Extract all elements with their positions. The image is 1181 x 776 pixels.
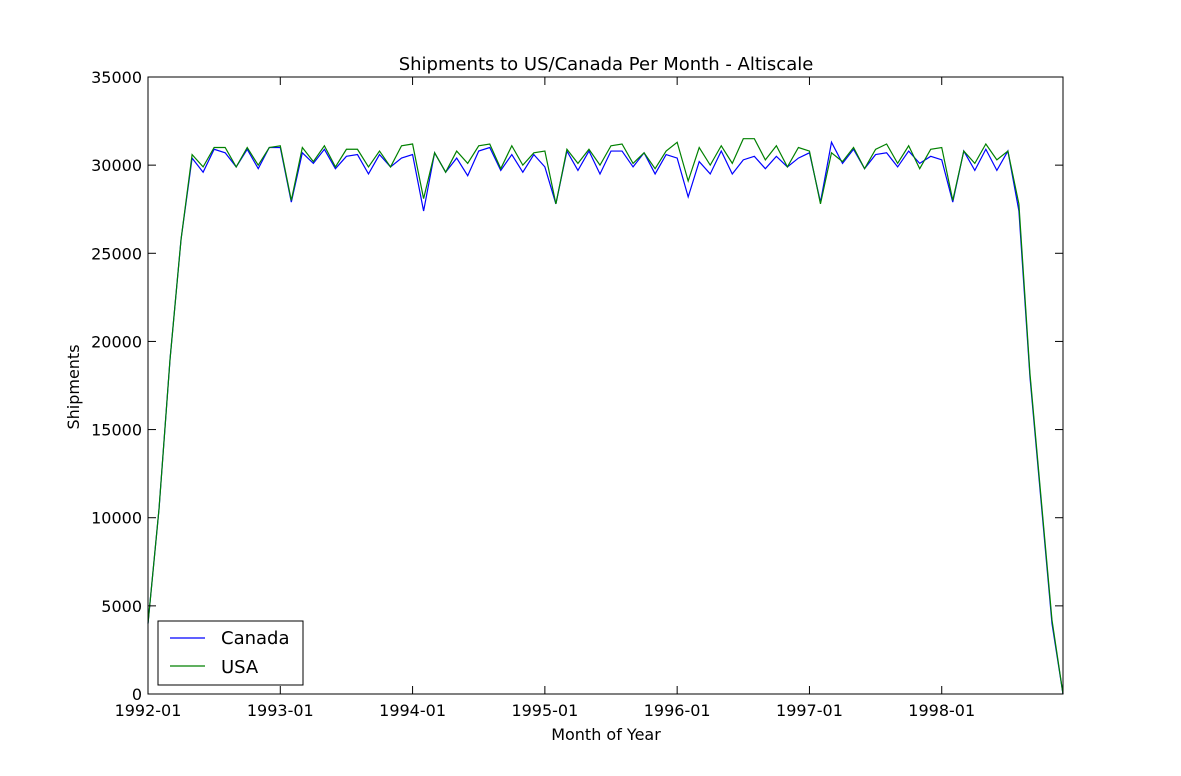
- series-line-canada: [147, 140, 1064, 695]
- y-tick-label: 5000: [101, 597, 142, 616]
- y-tick-label: 25000: [91, 244, 142, 263]
- legend: Canada USA: [157, 620, 304, 686]
- x-tick-label: 1995-01: [511, 701, 578, 720]
- x-tick-label: 1992-01: [115, 701, 182, 720]
- y-tick-label: 15000: [91, 421, 142, 440]
- plot-frame: [147, 76, 1064, 695]
- y-tick-label: 20000: [91, 332, 142, 351]
- y-tick-label: 10000: [91, 509, 142, 528]
- legend-label-usa: USA: [221, 657, 259, 678]
- legend-label-canada: Canada: [221, 628, 290, 649]
- y-tick-label: 30000: [91, 156, 142, 175]
- legend-box: [157, 620, 304, 686]
- x-tick-label: 1998-01: [908, 701, 975, 720]
- y-tick-label: 35000: [91, 68, 142, 87]
- x-tick-label: 1997-01: [776, 701, 843, 720]
- y-axis-label: Shipments: [64, 344, 83, 429]
- tick-layer: 0 5000 10000 15000 20000 25000 30000 35000 1992-…: [91, 68, 1063, 720]
- x-tick-label: 1996-01: [644, 701, 711, 720]
- x-axis-label: Month of Year: [551, 725, 661, 744]
- x-tick-label: 1994-01: [379, 701, 446, 720]
- series-line-usa: [147, 138, 1064, 695]
- y-tick-label: 0: [132, 685, 142, 704]
- series-layer: [147, 138, 1064, 695]
- chart-title: Shipments to US/Canada Per Month - Altis…: [399, 54, 814, 75]
- x-tick-label: 1993-01: [247, 701, 314, 720]
